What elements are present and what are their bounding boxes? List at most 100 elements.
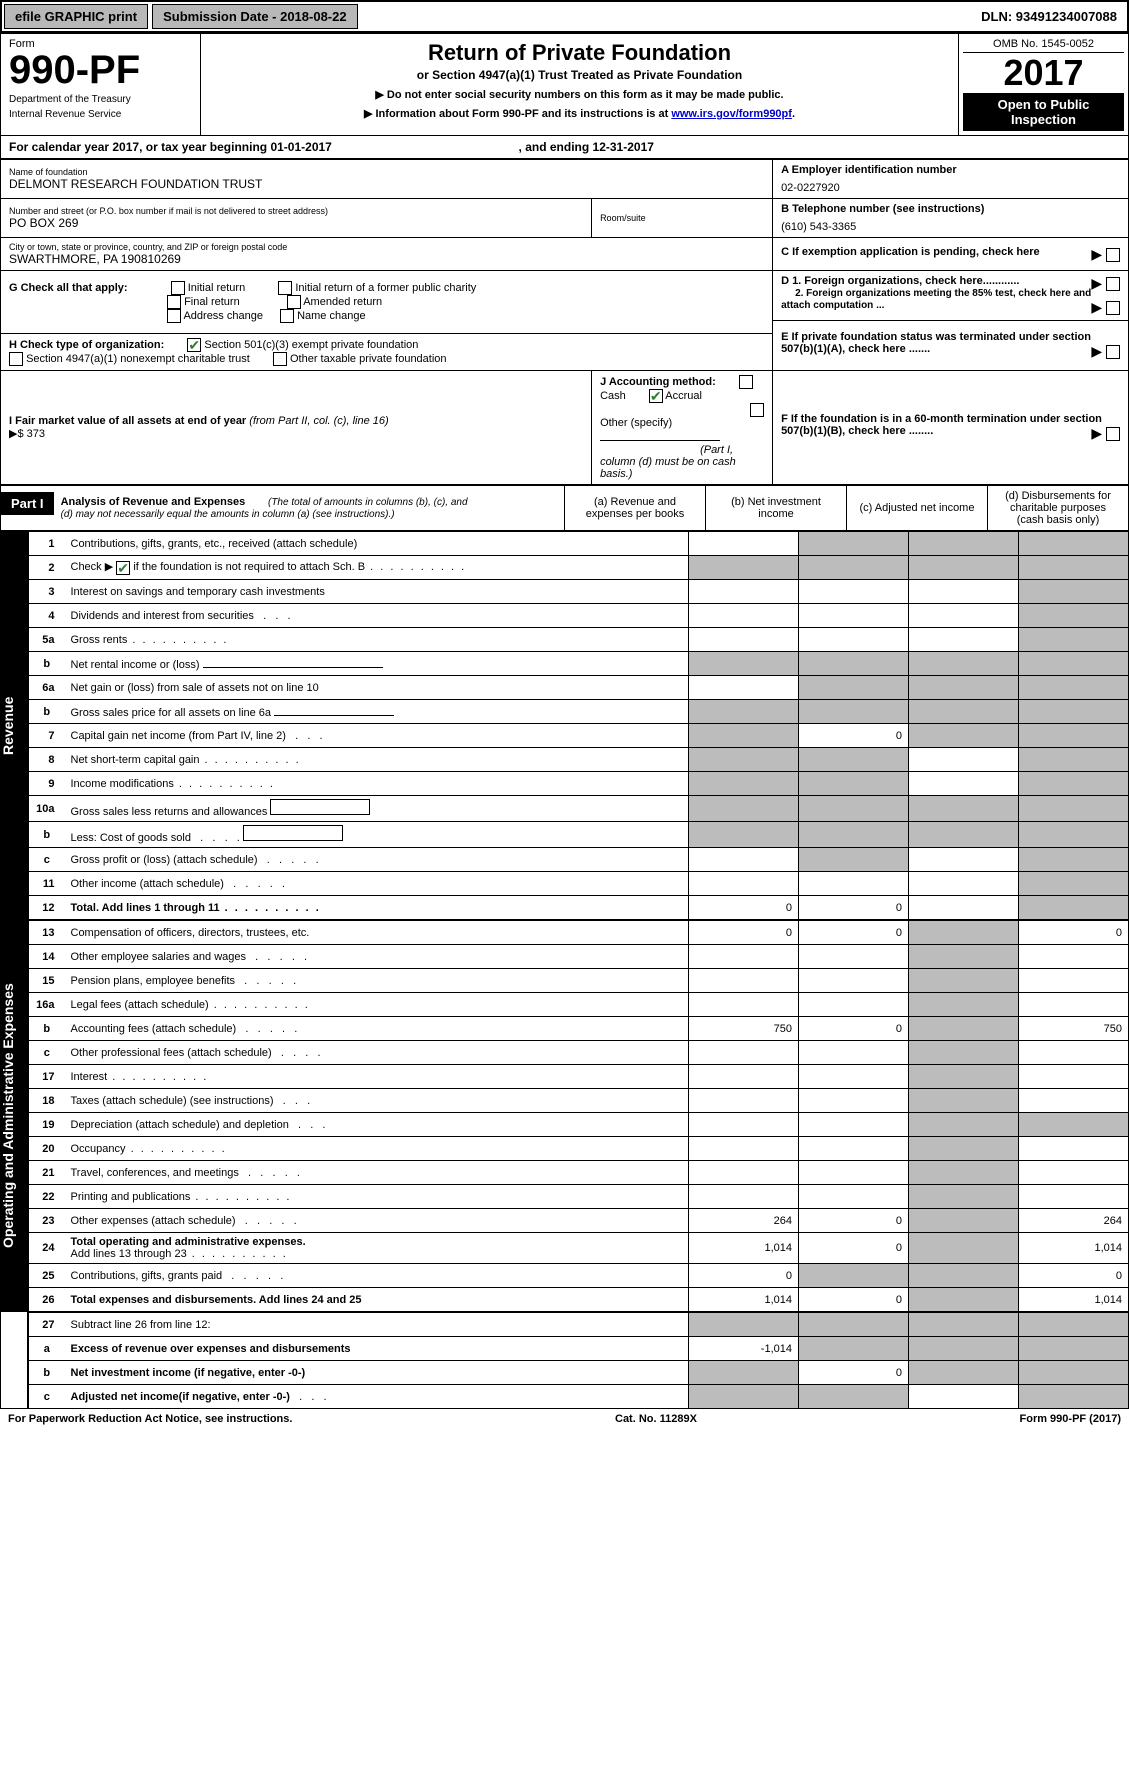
table-row: bLess: Cost of goods sold . . . . [29,822,1129,848]
efile-print-button[interactable]: efile GRAPHIC print [4,4,148,29]
table-row: 8Net short-term capital gain [29,748,1129,772]
table-row: cOther professional fees (attach schedul… [29,1041,1129,1065]
open-to-public: Open to Public Inspection [963,93,1124,131]
irs-label: Internal Revenue Service [9,109,192,120]
g-label: G Check all that apply: [9,282,128,294]
j-accrual-checkbox[interactable] [649,389,663,403]
footer-mid: Cat. No. 11289X [615,1413,697,1425]
e-label: E If private foundation status was termi… [781,331,1091,355]
table-row: bAccounting fees (attach schedule) . . .… [29,1017,1129,1041]
part1-header: Part I Analysis of Revenue and Expenses … [0,485,1129,531]
g-name-checkbox[interactable] [280,309,294,323]
sch-b-checkbox[interactable] [116,561,130,575]
g-final-checkbox[interactable] [167,295,181,309]
telephone-value: (610) 543-3365 [781,221,1120,233]
table-row: bNet rental income or (loss) [29,652,1129,676]
i-value: 373 [24,428,45,440]
f-checkbox[interactable] [1106,427,1120,441]
form-title: Return of Private Foundation [207,40,952,66]
telephone-label: B Telephone number (see instructions) [781,203,1120,215]
table-row: 9Income modifications [29,772,1129,796]
table-row: 3Interest on savings and temporary cash … [29,580,1129,604]
table-row: bNet investment income (if negative, ent… [29,1361,1129,1385]
revenue-table: 1Contributions, gifts, grants, etc., rec… [28,531,1129,920]
table-row: 22Printing and publications [29,1185,1129,1209]
h-other-checkbox[interactable] [273,352,287,366]
form-header: Form 990-PF Department of the Treasury I… [0,33,1129,136]
table-row: 1Contributions, gifts, grants, etc., rec… [29,532,1129,556]
omb-number: OMB No. 1545-0052 [963,38,1124,53]
table-row: 13Compensation of officers, directors, t… [29,921,1129,945]
j-other-checkbox[interactable] [750,403,764,417]
city-label: City or town, state or province, country… [9,242,764,252]
d1-checkbox[interactable] [1106,277,1120,291]
c-checkbox[interactable] [1106,248,1120,262]
form-subtitle: or Section 4947(a)(1) Trust Treated as P… [207,68,952,82]
table-row: 20Occupancy [29,1137,1129,1161]
col-a: (a) Revenue and expenses per books [565,486,706,531]
form-note-2: ▶ Information about Form 990-PF and its … [207,107,952,120]
table-row: cGross profit or (loss) (attach schedule… [29,848,1129,872]
form-number: 990-PF [9,50,192,90]
table-row: aExcess of revenue over expenses and dis… [29,1337,1129,1361]
room-label: Room/suite [600,213,764,223]
submission-date: Submission Date - 2018-08-22 [152,4,358,29]
table-row: 21Travel, conferences, and meetings . . … [29,1161,1129,1185]
part1-label: Part I [1,492,54,515]
table-row: 10aGross sales less returns and allowanc… [29,796,1129,822]
instructions-link[interactable]: www.irs.gov/form990pf [671,108,792,120]
summary-table: 27Subtract line 26 from line 12: aExcess… [28,1312,1129,1409]
table-row: 2Check ▶ if the foundation is not requir… [29,556,1129,580]
table-row: 19Depreciation (attach schedule) and dep… [29,1113,1129,1137]
i-label: I Fair market value of all assets at end… [9,415,249,427]
col-c: (c) Adjusted net income [847,486,988,531]
dln: DLN: 93491234007088 [971,5,1127,28]
city-value: SWARTHMORE, PA 190810269 [9,252,764,266]
table-row: 15Pension plans, employee benefits . . .… [29,969,1129,993]
d1-label: D 1. Foreign organizations, check here..… [781,275,1019,287]
e-checkbox[interactable] [1106,345,1120,359]
foundation-name: DELMONT RESEARCH FOUNDATION TRUST [9,177,764,191]
f-label: F If the foundation is in a 60-month ter… [781,413,1102,437]
calendar-year-row: For calendar year 2017, or tax year begi… [0,136,1129,159]
d2-label: 2. Foreign organizations meeting the 85%… [781,288,1091,311]
address-value: PO BOX 269 [9,216,583,230]
g-amended-checkbox[interactable] [287,295,301,309]
h-label: H Check type of organization: [9,339,164,351]
table-row: 27Subtract line 26 from line 12: [29,1313,1129,1337]
col-b: (b) Net investment income [706,486,847,531]
dept-treasury: Department of the Treasury [9,94,192,105]
g-initial-former-checkbox[interactable] [278,281,292,295]
j-note: (Part I, column (d) must be on cash basi… [600,444,736,480]
g-initial-checkbox[interactable] [171,281,185,295]
j-cash-checkbox[interactable] [739,375,753,389]
col-d: (d) Disbursements for charitable purpose… [988,486,1129,531]
expenses-table: 13Compensation of officers, directors, t… [28,920,1129,1312]
form-note-1: ▶ Do not enter social security numbers o… [207,88,952,101]
table-row: 4Dividends and interest from securities … [29,604,1129,628]
top-bar: efile GRAPHIC print Submission Date - 20… [0,0,1129,33]
g-address-checkbox[interactable] [167,309,181,323]
d2-checkbox[interactable] [1106,301,1120,315]
table-row: cAdjusted net income(if negative, enter … [29,1385,1129,1409]
ein-value: 02-0227920 [781,182,1120,194]
table-row: 14Other employee salaries and wages . . … [29,945,1129,969]
table-row: 18Taxes (attach schedule) (see instructi… [29,1089,1129,1113]
address-label: Number and street (or P.O. box number if… [9,206,583,216]
table-row: 25Contributions, gifts, grants paid . . … [29,1264,1129,1288]
table-row: bGross sales price for all assets on lin… [29,700,1129,724]
j-label: J Accounting method: [600,376,716,388]
table-row: 26Total expenses and disbursements. Add … [29,1288,1129,1312]
h-4947-checkbox[interactable] [9,352,23,366]
revenue-side-label: Revenue [0,531,28,920]
table-row: 5aGross rents [29,628,1129,652]
h-501-checkbox[interactable] [187,338,201,352]
tax-year: 2017 [963,55,1124,91]
footer-right: Form 990-PF (2017) [1020,1413,1121,1425]
table-row: 7Capital gain net income (from Part IV, … [29,724,1129,748]
table-row: 6aNet gain or (loss) from sale of assets… [29,676,1129,700]
table-row: 23Other expenses (attach schedule) . . .… [29,1209,1129,1233]
foundation-info: Name of foundation DELMONT RESEARCH FOUN… [0,159,1129,485]
name-label: Name of foundation [9,167,764,177]
table-row: 24Total operating and administrative exp… [29,1233,1129,1264]
